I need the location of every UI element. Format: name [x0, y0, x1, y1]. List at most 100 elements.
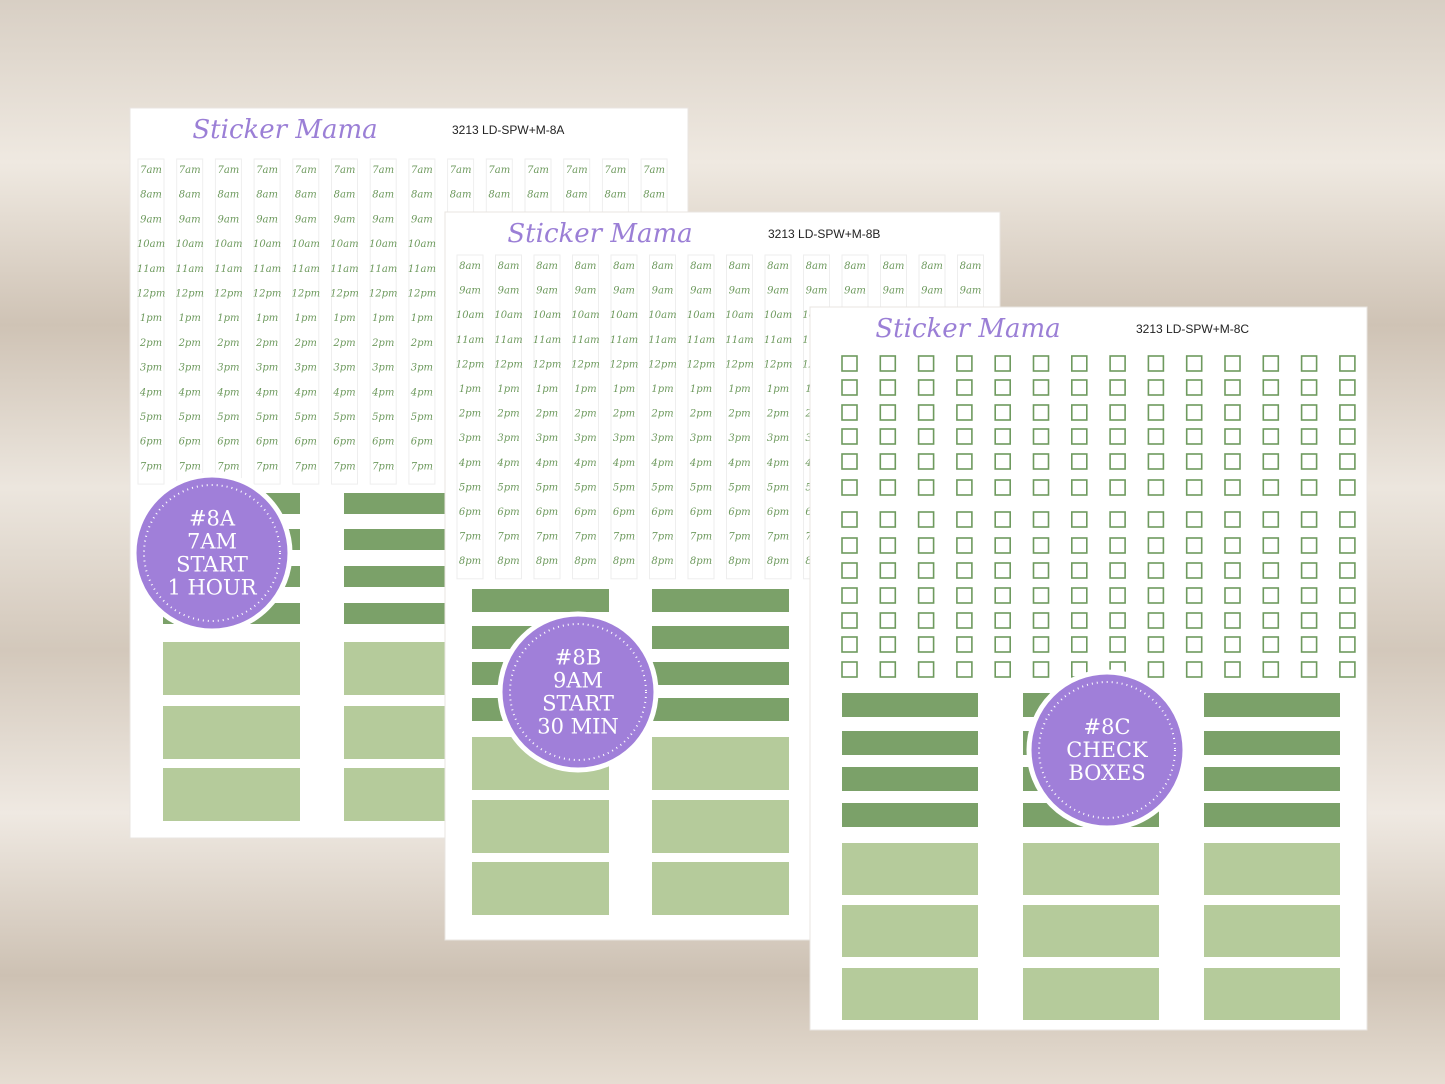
time-label: 3pm — [690, 433, 712, 444]
time-label: 7pm — [613, 532, 635, 543]
checkbox — [1147, 428, 1165, 445]
time-label: 8am — [536, 261, 558, 272]
time-label: 11am — [725, 335, 753, 346]
time-label: 9am — [729, 286, 751, 297]
time-label: 7pm — [497, 532, 519, 543]
time-label: 9am — [575, 286, 597, 297]
checkbox — [1339, 404, 1356, 421]
time-label: 7pm — [217, 461, 239, 472]
light-block — [1023, 905, 1159, 957]
time-label: 1pm — [295, 313, 317, 324]
checkbox — [1109, 636, 1126, 653]
checkbox — [1262, 479, 1280, 496]
time-label: 8pm — [690, 556, 712, 567]
time-label: 3pm — [574, 433, 596, 444]
time-label: 7am — [295, 165, 317, 176]
time-label: 4pm — [496, 458, 519, 469]
time-label: 7am — [604, 165, 626, 176]
checkbox — [1339, 537, 1356, 554]
time-label: 12pm — [137, 289, 166, 300]
badge-text: #8A — [189, 507, 236, 531]
time-label: 8pm — [728, 556, 750, 567]
time-label: 11am — [687, 335, 715, 346]
time-label: 10am — [456, 310, 484, 321]
time-label: 6pm — [728, 507, 750, 518]
badge-text: #8B — [555, 646, 601, 670]
dark-bar — [1204, 767, 1340, 791]
time-strip — [456, 254, 484, 580]
time-label: 8am — [527, 190, 549, 201]
checkbox — [1262, 404, 1280, 421]
checkbox — [1147, 355, 1165, 372]
checkbox — [994, 562, 1012, 579]
time-strip — [137, 158, 165, 485]
checkbox — [841, 661, 858, 678]
checkbox — [1071, 404, 1088, 421]
badge-text: BOXES — [1068, 761, 1145, 785]
time-label: 4pm — [294, 387, 317, 398]
time-label: 10am — [764, 310, 792, 321]
time-label: 2pm — [689, 409, 712, 420]
time-strip — [253, 158, 281, 485]
checkbox — [1032, 404, 1050, 421]
checkbox — [1147, 537, 1165, 554]
time-label: 8am — [613, 261, 635, 272]
checkbox — [1300, 355, 1318, 372]
checkbox — [879, 404, 897, 421]
light-block — [842, 905, 978, 957]
time-label: 8am — [140, 190, 162, 201]
time-strip — [764, 254, 792, 580]
checkbox — [1032, 379, 1050, 396]
time-label: 7am — [411, 165, 433, 176]
time-label: 9am — [295, 214, 317, 225]
time-label: 10am — [533, 310, 561, 321]
checkbox — [879, 537, 897, 554]
checkbox — [1032, 453, 1050, 470]
checkbox — [1032, 479, 1050, 496]
time-label: 5pm — [767, 482, 789, 493]
time-label: 9am — [179, 214, 201, 225]
time-label: 9am — [334, 214, 356, 225]
time-label: 7pm — [295, 461, 317, 472]
checkbox — [879, 636, 897, 653]
time-label: 8pm — [459, 556, 481, 567]
time-label: 8am — [411, 190, 433, 201]
checkbox — [1185, 636, 1203, 653]
time-label: 1pm — [651, 384, 673, 395]
checkbox — [1300, 537, 1318, 554]
time-label: 6pm — [179, 437, 201, 448]
checkbox — [1224, 379, 1241, 396]
time-label: 11am — [137, 264, 165, 275]
time-label: 9am — [690, 286, 712, 297]
checkbox — [956, 355, 973, 372]
badge — [497, 611, 659, 773]
checkbox — [879, 379, 897, 396]
checkbox — [917, 612, 935, 629]
time-label: 12pm — [533, 359, 562, 370]
time-label: 2pm — [535, 409, 558, 420]
time-label: 5pm — [372, 412, 394, 423]
dark-bar — [652, 698, 789, 721]
checkbox — [1185, 479, 1203, 496]
checkbox — [1185, 379, 1203, 396]
checkbox — [1185, 661, 1203, 678]
time-label: 11am — [456, 335, 484, 346]
checkbox — [1147, 612, 1165, 629]
checkbox — [1071, 587, 1088, 604]
dark-bar — [842, 767, 978, 791]
time-label: 2pm — [332, 338, 355, 349]
checkbox — [956, 661, 973, 678]
checkbox — [1224, 453, 1241, 470]
checkbox — [1071, 453, 1088, 470]
time-label: 6pm — [333, 437, 355, 448]
checkbox — [956, 479, 973, 496]
checkbox — [1224, 587, 1241, 604]
time-label: 10am — [253, 239, 281, 250]
checkbox — [1224, 511, 1241, 528]
time-label: 2pm — [727, 409, 750, 420]
time-label: 5pm — [179, 412, 201, 423]
time-label: 3pm — [497, 433, 519, 444]
light-block — [1023, 968, 1159, 1020]
time-label: 3pm — [411, 363, 433, 374]
light-block — [1204, 843, 1340, 895]
